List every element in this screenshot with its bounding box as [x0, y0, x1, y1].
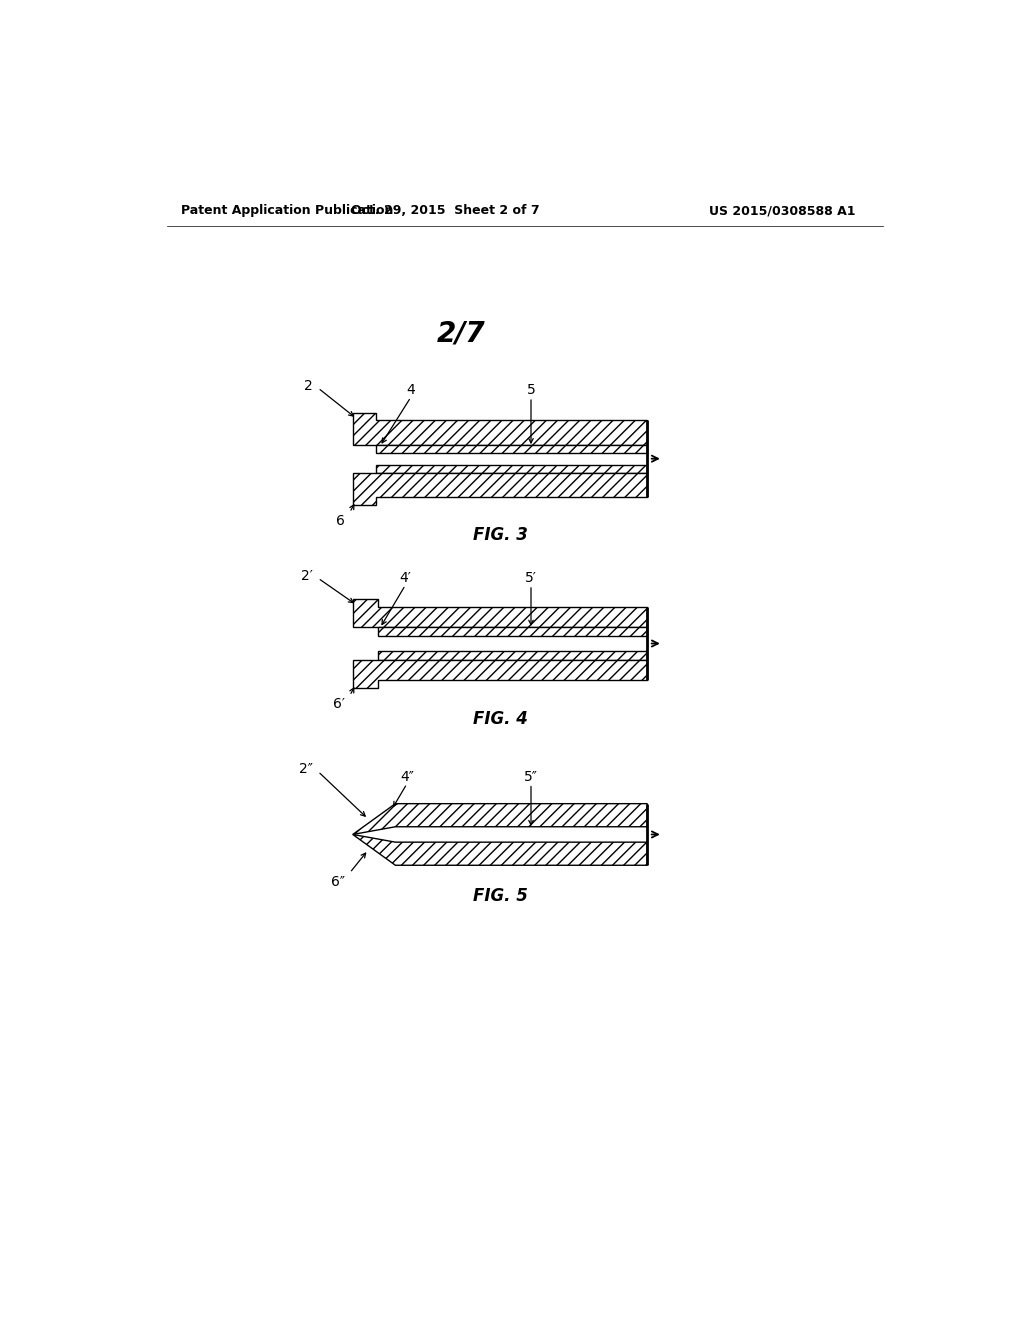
Text: 2/7: 2/7: [437, 319, 485, 348]
Text: 6″: 6″: [331, 874, 345, 888]
Polygon shape: [376, 465, 647, 473]
Text: 5′: 5′: [525, 572, 537, 585]
Polygon shape: [352, 473, 647, 506]
Text: Oct. 29, 2015  Sheet 2 of 7: Oct. 29, 2015 Sheet 2 of 7: [351, 205, 540, 218]
Polygon shape: [352, 412, 647, 445]
Text: Patent Application Publication: Patent Application Publication: [180, 205, 393, 218]
Text: FIG. 3: FIG. 3: [472, 527, 527, 544]
Polygon shape: [352, 834, 647, 866]
Text: FIG. 5: FIG. 5: [472, 887, 527, 904]
Text: 6′: 6′: [333, 697, 345, 711]
Text: 6: 6: [336, 515, 345, 528]
Text: US 2015/0308588 A1: US 2015/0308588 A1: [710, 205, 856, 218]
Text: 2: 2: [304, 379, 312, 392]
Polygon shape: [378, 627, 647, 636]
Polygon shape: [352, 599, 647, 627]
Polygon shape: [376, 445, 647, 453]
Text: 5″: 5″: [524, 770, 538, 784]
Text: 2″: 2″: [299, 762, 312, 776]
Polygon shape: [352, 804, 647, 834]
Text: 2′: 2′: [301, 569, 312, 582]
Polygon shape: [352, 660, 647, 688]
Text: 5: 5: [526, 383, 536, 397]
Text: FIG. 4: FIG. 4: [472, 710, 527, 727]
Text: 4: 4: [407, 383, 416, 397]
Polygon shape: [378, 651, 647, 660]
Text: 4″: 4″: [400, 770, 414, 784]
Text: 4′: 4′: [399, 572, 412, 585]
